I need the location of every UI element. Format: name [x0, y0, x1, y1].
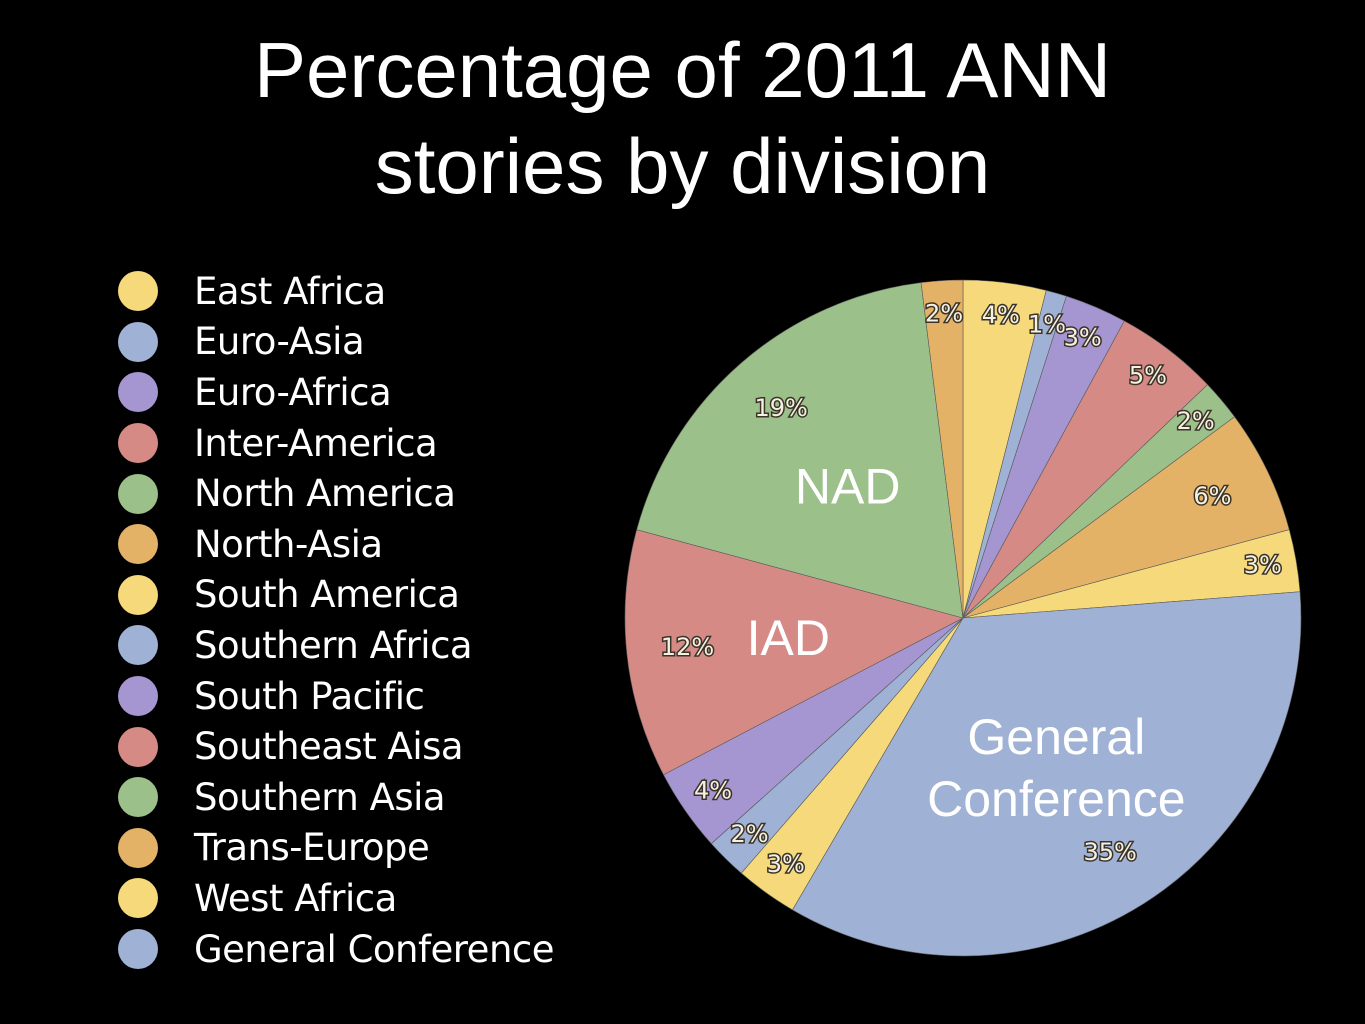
pie-slice — [920, 279, 964, 619]
legend-item: Inter-America — [118, 418, 554, 469]
slice-annotation: IAD — [747, 610, 830, 666]
legend-item: Southern Asia — [118, 772, 554, 823]
legend-label: South Pacific — [194, 674, 425, 718]
legend-item: South America — [118, 570, 554, 621]
slice-value-label: 4% — [982, 301, 1020, 329]
legend-label: West Africa — [194, 876, 397, 920]
legend-label: Southern Asia — [194, 775, 446, 819]
slice-value-label: 2% — [925, 299, 963, 327]
slice-value-label: 35% — [1084, 838, 1137, 866]
slice-value-label: 3% — [767, 850, 805, 878]
legend-item: North America — [118, 468, 554, 519]
legend-label: Euro-Africa — [194, 370, 392, 414]
legend-swatch — [118, 777, 158, 818]
pie-slice — [636, 282, 964, 619]
legend-item: North-Asia — [118, 519, 554, 570]
legend-item: Southern Africa — [118, 620, 554, 671]
legend-item: Southeast Aisa — [118, 721, 554, 772]
slice-value-label: 1% — [1028, 311, 1066, 339]
legend-swatch — [118, 372, 158, 413]
legend-swatch — [118, 524, 158, 565]
slice-annotation: NAD — [795, 458, 901, 514]
legend-swatch — [118, 878, 158, 919]
slice-value-label: 4% — [694, 776, 732, 804]
slice-value-label: 3% — [1244, 551, 1282, 579]
pie-annotations: NAD IAD General Conference — [747, 458, 1186, 827]
legend-swatch — [118, 827, 158, 868]
legend-label: South America — [194, 573, 460, 617]
slice-value-label: 2% — [1177, 407, 1215, 435]
legend-swatch — [118, 423, 158, 464]
legend-swatch — [118, 321, 158, 362]
legend-label: Euro-Asia — [194, 320, 365, 364]
chart-title-line-1: Percentage of 2011 ANN — [253, 26, 1112, 114]
slice-value-label: 2% — [731, 820, 769, 848]
legend-item: East Africa — [118, 266, 554, 317]
legend: East Africa Euro-Asia Euro-Africa Inter-Ame… — [118, 266, 555, 975]
legend-swatch — [118, 676, 158, 717]
legend-item: Euro-Africa — [118, 367, 554, 418]
pie-labels: 4% 1%3%5%2%6%3%35%3%2%4%12%19%2% — [659, 298, 1283, 880]
legend-label: Southern Africa — [194, 623, 473, 667]
slice-annotation-line: IAD — [747, 610, 830, 666]
legend-swatch — [118, 473, 158, 514]
slice-annotation: General Conference — [927, 709, 1186, 827]
legend-label: Southeast Aisa — [194, 725, 464, 769]
chart-title-line-2: stories by division — [374, 122, 991, 210]
slice-annotation-line: General — [967, 709, 1145, 765]
legend-label: North-Asia — [194, 522, 383, 566]
slice-value-label: 6% — [1193, 482, 1231, 510]
legend-label: Trans-Europe — [194, 826, 430, 870]
legend-item: General Conference — [118, 924, 555, 975]
slice-value-label: 19% — [755, 394, 808, 422]
legend-item: Trans-Europe — [118, 823, 554, 874]
legend-label: General Conference — [194, 927, 555, 971]
legend-swatch — [118, 574, 158, 615]
slice-value-label: 5% — [1129, 361, 1167, 389]
pie-slice — [962, 416, 1290, 619]
legend-swatch — [118, 726, 158, 767]
slice-value-label: 3% — [1064, 323, 1102, 351]
legend-label: Inter-America — [194, 421, 438, 465]
legend-label: East Africa — [194, 269, 386, 313]
slice-value-label: 12% — [661, 633, 714, 661]
pie-slices — [624, 279, 1302, 957]
pie-slice — [792, 591, 1302, 957]
pie-slice — [624, 529, 964, 776]
chart-title: Percentage of 2011 ANN stories by divisi… — [0, 22, 1365, 214]
slice-annotation-line: Conference — [927, 771, 1186, 827]
legend-item: South Pacific — [118, 671, 554, 722]
legend-item: Euro-Asia — [118, 317, 554, 368]
legend-swatch — [118, 625, 158, 666]
slice-annotation-line: NAD — [795, 458, 901, 514]
legend-swatch — [118, 271, 158, 312]
legend-swatch — [118, 929, 158, 970]
legend-label: North America — [194, 472, 456, 516]
legend-item: West Africa — [118, 873, 554, 924]
